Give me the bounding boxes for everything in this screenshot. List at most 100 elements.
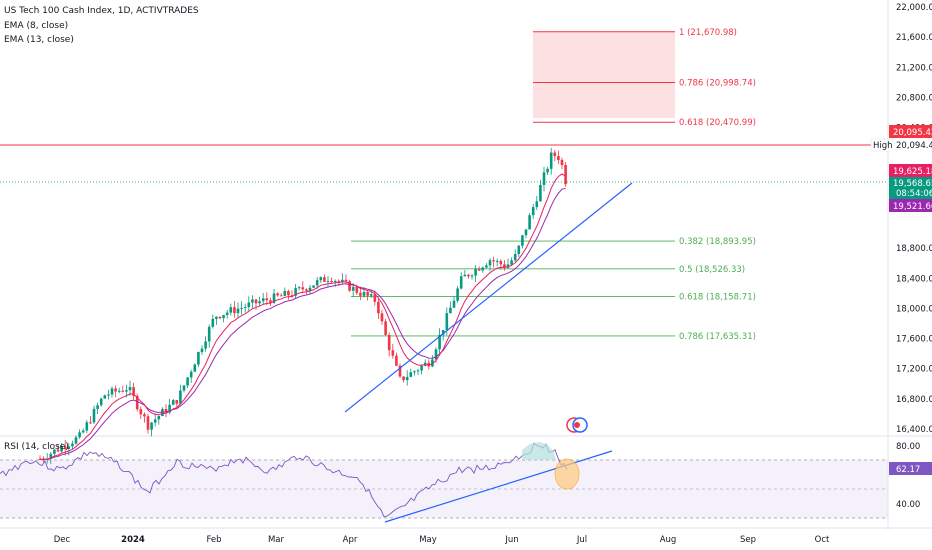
rsi-value-tag: 62.17 <box>889 462 932 475</box>
candle-body <box>222 314 225 319</box>
ema-slow-price-tag: 19,521.66 <box>889 199 932 212</box>
candle-body <box>92 408 96 423</box>
earnings-event-icon[interactable] <box>566 417 588 433</box>
candle-body <box>315 280 319 286</box>
ema-fast-legend[interactable]: EMA (8, close) <box>4 21 69 31</box>
candle-body <box>193 364 197 372</box>
symbol-legend[interactable]: US Tech 100 Cash Index, 1D, ACTIVTRADES <box>4 6 199 16</box>
rsi-value-text: 62.17 <box>896 465 920 475</box>
price-tick-label: 18,000.00 <box>896 304 932 314</box>
candle-body <box>330 281 333 283</box>
ema-slow-legend[interactable]: EMA (13, close) <box>4 35 74 45</box>
candle-body <box>470 275 474 277</box>
candle-body <box>197 352 200 365</box>
high-tag: High <box>870 138 893 152</box>
candle-body <box>305 289 308 291</box>
fib-upper-label: 0.618 (20,470.99) <box>679 118 756 128</box>
high-price-label: 20,094.42 <box>896 141 932 151</box>
price-tick-label: 17,600.00 <box>896 335 932 345</box>
candle-body <box>434 349 438 360</box>
candle-body <box>420 365 423 371</box>
candle-body <box>297 287 301 289</box>
candle-body <box>229 307 233 313</box>
candle-body <box>369 294 373 296</box>
candle-body <box>287 291 290 296</box>
rsi-highlight-circle[interactable] <box>554 458 580 490</box>
time-axis-label: Sep <box>740 535 756 545</box>
candle-body <box>53 449 56 454</box>
rsi-overbought-fill <box>522 442 556 460</box>
candle-body <box>161 408 164 417</box>
ema-fast-line[interactable] <box>39 173 566 460</box>
candle-body <box>243 307 247 309</box>
time-axis-label: May <box>419 535 437 545</box>
candle-body <box>81 430 85 433</box>
fib-lower-label: 0.5 (18,526.33) <box>679 265 745 275</box>
candle-body <box>355 286 359 293</box>
candle-body <box>153 419 157 423</box>
candle-body <box>233 307 236 314</box>
candle-body <box>524 229 528 236</box>
candle-body <box>110 388 114 395</box>
candle-body <box>254 299 258 304</box>
candle-body <box>402 376 405 381</box>
time-axis-label: Jun <box>504 535 518 545</box>
price-tick-label: 20,800.00 <box>896 93 932 103</box>
candle-body <box>114 388 117 392</box>
candle-body <box>485 265 488 268</box>
candle-body <box>225 312 229 315</box>
candle-body <box>189 371 193 378</box>
fib-upper-zone[interactable] <box>533 32 675 118</box>
candle-body <box>276 293 279 296</box>
high-tag-label: High <box>873 141 893 151</box>
candle-body <box>247 302 251 308</box>
fib-lower-label: 0.618 (18,158.71) <box>679 292 756 302</box>
candle-body <box>337 280 341 282</box>
candle-body <box>56 449 60 452</box>
candle-body <box>488 260 492 266</box>
fib-upper-label: 1 (21,670.98) <box>679 28 737 38</box>
ema-fast-price-text: 19,625.18 <box>893 167 932 177</box>
candle-body <box>535 201 539 208</box>
candles-group <box>38 147 567 465</box>
candle-body <box>560 159 564 166</box>
candle-body <box>49 453 53 459</box>
time-axis-label: Aug <box>660 535 677 545</box>
candle-body <box>387 334 391 351</box>
candle-body <box>74 437 78 444</box>
candle-body <box>258 301 261 304</box>
candle-body <box>359 292 362 296</box>
last-price-tag: 19,568.65 08:54:06 <box>889 177 932 199</box>
rsi-legend[interactable]: RSI (14, close) <box>4 442 69 452</box>
candle-body <box>326 281 330 283</box>
candle-body <box>477 268 481 271</box>
candle-body <box>557 156 560 160</box>
candle-body <box>200 348 204 353</box>
ema-slow-line[interactable] <box>39 187 566 460</box>
candle-body <box>294 288 297 296</box>
candle-body <box>517 245 521 254</box>
candle-body <box>391 350 395 356</box>
candle-body <box>146 416 150 430</box>
candle-body <box>413 371 416 373</box>
resistance-price-text: 20,095.42 <box>893 128 932 138</box>
support-trendline[interactable] <box>344 182 633 413</box>
price-tick-label: 17,200.00 <box>896 365 932 375</box>
candle-body <box>186 377 189 386</box>
candle-body <box>492 260 495 262</box>
candle-body <box>405 376 409 381</box>
candle-body <box>60 446 63 452</box>
rsi-line[interactable] <box>0 442 568 518</box>
candle-body <box>171 400 175 405</box>
candle-body <box>164 408 168 413</box>
candle-body <box>265 298 269 301</box>
fib-lower-label: 0.786 (17,635.31) <box>679 332 756 342</box>
candle-body <box>506 264 510 268</box>
candle-body <box>366 291 369 296</box>
candle-body <box>503 264 506 268</box>
candle-body <box>283 291 287 296</box>
price-tick-label: 16,400.00 <box>896 425 932 435</box>
candle-body <box>211 318 215 327</box>
fib-lower-label: 0.382 (18,893.95) <box>679 237 756 247</box>
